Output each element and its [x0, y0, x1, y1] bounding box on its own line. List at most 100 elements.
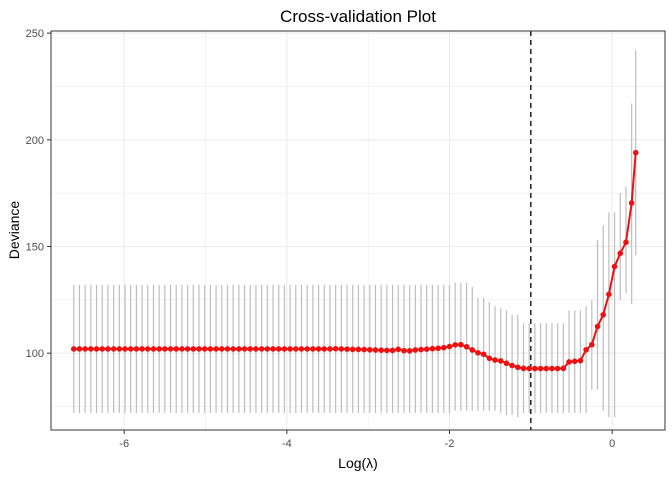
deviance-point: [571, 358, 578, 365]
deviance-point: [133, 346, 140, 352]
deviance-point: [247, 346, 254, 352]
y-tick-label: 250: [26, 28, 44, 40]
deviance-point: [349, 346, 356, 353]
deviance-point: [463, 343, 470, 350]
deviance-point: [486, 355, 493, 362]
error-bars: [73, 50, 637, 418]
deviance-point: [600, 311, 606, 318]
deviance-point: [361, 346, 367, 353]
deviance-point: [423, 346, 430, 352]
deviance-point: [628, 200, 635, 206]
deviance-point: [82, 346, 88, 352]
x-tick-label: -2: [445, 438, 455, 450]
deviance-point: [406, 348, 413, 354]
deviance-point: [344, 346, 350, 352]
deviance-point: [236, 346, 242, 352]
deviance-point: [543, 365, 550, 372]
deviance-point: [287, 346, 293, 352]
deviance-point: [549, 365, 555, 372]
deviance-point: [93, 346, 100, 352]
deviance-point: [127, 346, 134, 352]
deviance-point: [435, 345, 441, 352]
panel-border: [50, 30, 666, 431]
x-tick-label: 0: [609, 438, 615, 450]
deviance-point: [520, 365, 527, 372]
deviance-point: [418, 346, 424, 353]
deviance-point: [566, 359, 572, 365]
deviance-point: [611, 263, 618, 270]
deviance-point: [355, 346, 362, 353]
deviance-point: [366, 346, 373, 353]
deviance-point: [218, 346, 225, 352]
deviance-point: [338, 346, 345, 352]
y-tick-label: 150: [26, 242, 44, 254]
deviance-line: [73, 152, 637, 370]
deviance-point: [179, 346, 185, 352]
deviance-point: [139, 346, 145, 352]
y-axis-ticks: 100 150 200 250: [26, 28, 51, 360]
deviance-point: [623, 239, 629, 246]
deviance-point: [537, 365, 544, 372]
deviance-point: [207, 346, 214, 352]
deviance-point: [310, 346, 316, 352]
deviance-point: [577, 357, 584, 364]
deviance-point: [321, 346, 328, 352]
deviance-point: [144, 346, 151, 352]
deviance-point: [515, 364, 521, 371]
deviance-point: [503, 360, 510, 367]
chart-title: Cross-validation Plot: [280, 7, 436, 26]
deviance-point: [469, 347, 476, 353]
deviance-point: [167, 346, 174, 352]
deviance-point: [446, 343, 453, 350]
y-axis-title: Deviance: [6, 201, 22, 260]
deviance-point: [258, 346, 265, 352]
deviance-point: [401, 347, 407, 354]
deviance-point: [492, 357, 498, 363]
deviance-point: [88, 346, 94, 352]
deviance-point: [509, 362, 515, 369]
deviance-point: [105, 346, 111, 352]
deviance-point: [270, 346, 276, 352]
deviance-point: [532, 365, 538, 372]
deviance-point: [526, 365, 532, 372]
deviance-point: [275, 346, 282, 352]
deviance-point: [224, 346, 231, 352]
deviance-point: [190, 346, 197, 352]
deviance-point: [304, 346, 310, 352]
deviance-point: [429, 345, 436, 352]
deviance-point: [292, 346, 299, 352]
deviance-point: [372, 347, 379, 353]
deviance-point: [264, 346, 271, 352]
deviance-point: [76, 346, 83, 352]
deviance-point: [475, 349, 481, 356]
deviance-point: [70, 346, 77, 352]
x-tick-label: -6: [119, 438, 129, 450]
deviance-point: [378, 347, 384, 354]
deviance-point: [412, 347, 419, 353]
x-axis-ticks: -6 -4 -2 0: [119, 430, 615, 450]
deviance-point: [99, 346, 106, 352]
deviance-point: [298, 346, 305, 352]
deviance-point: [560, 365, 567, 372]
deviance-point: [327, 346, 333, 352]
deviance-point: [384, 347, 390, 354]
deviance-point: [201, 346, 208, 352]
deviance-point: [395, 346, 402, 353]
x-axis-title: Log(λ): [338, 455, 378, 471]
deviance-point: [281, 346, 288, 352]
deviance-point: [150, 346, 157, 352]
deviance-point: [632, 149, 639, 156]
deviance-line-group: [73, 152, 637, 370]
deviance-point: [116, 346, 123, 352]
deviance-point: [184, 346, 191, 352]
deviance-point: [196, 346, 202, 352]
y-tick-label: 100: [26, 348, 44, 360]
deviance-point: [497, 358, 504, 364]
deviance-point: [332, 345, 339, 352]
deviance-point: [241, 346, 248, 352]
deviance-point: [230, 346, 236, 352]
deviance-point: [589, 341, 595, 348]
deviance-point: [162, 346, 168, 352]
deviance-point: [452, 342, 458, 348]
